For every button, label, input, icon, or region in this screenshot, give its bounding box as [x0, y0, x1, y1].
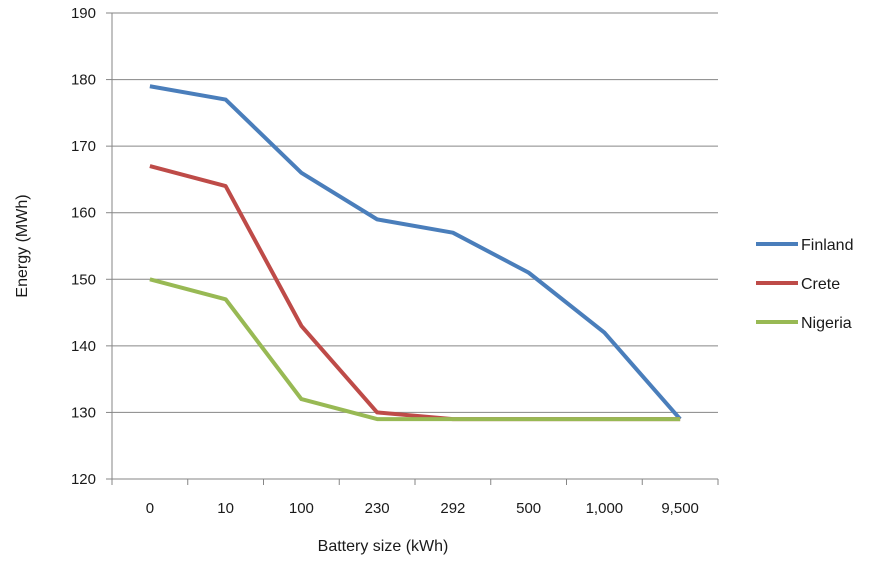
y-tick-label: 170 [71, 138, 96, 155]
series-lines [149, 84, 682, 422]
series-line-nigeria [149, 277, 681, 422]
x-tick-label: 0 [146, 500, 154, 517]
y-tick-label: 190 [71, 5, 96, 22]
y-tick-label: 140 [71, 338, 96, 355]
legend-label-finland: Finland [801, 237, 853, 254]
x-tick-label: 500 [516, 500, 541, 517]
y-tick-label: 150 [71, 271, 96, 288]
series-line-finland [149, 84, 682, 421]
x-tick-label: 1,000 [586, 500, 624, 517]
x-tick-label: 230 [365, 500, 390, 517]
y-tick-label: 130 [71, 404, 96, 421]
x-axis-title: Battery size (kWh) [318, 538, 449, 555]
y-tick-label: 160 [71, 205, 96, 222]
gridlines [112, 12, 718, 413]
series-line-crete [149, 164, 681, 422]
x-tick-label: 292 [440, 500, 465, 517]
legend: Finland Crete Nigeria [756, 237, 853, 332]
x-tick-label: 9,500 [661, 500, 699, 517]
legend-label-crete: Crete [801, 276, 840, 293]
x-tick-label: 10 [217, 500, 234, 517]
axes: 120 130 140 150 160 170 180 190 0 10 100 230 292 500 1… [71, 5, 719, 517]
y-tick-label: 120 [71, 471, 96, 488]
y-axis-title: Energy (MWh) [14, 194, 31, 297]
y-tick-label: 180 [71, 72, 96, 89]
x-tick-label: 100 [289, 500, 314, 517]
legend-label-nigeria: Nigeria [801, 315, 852, 332]
